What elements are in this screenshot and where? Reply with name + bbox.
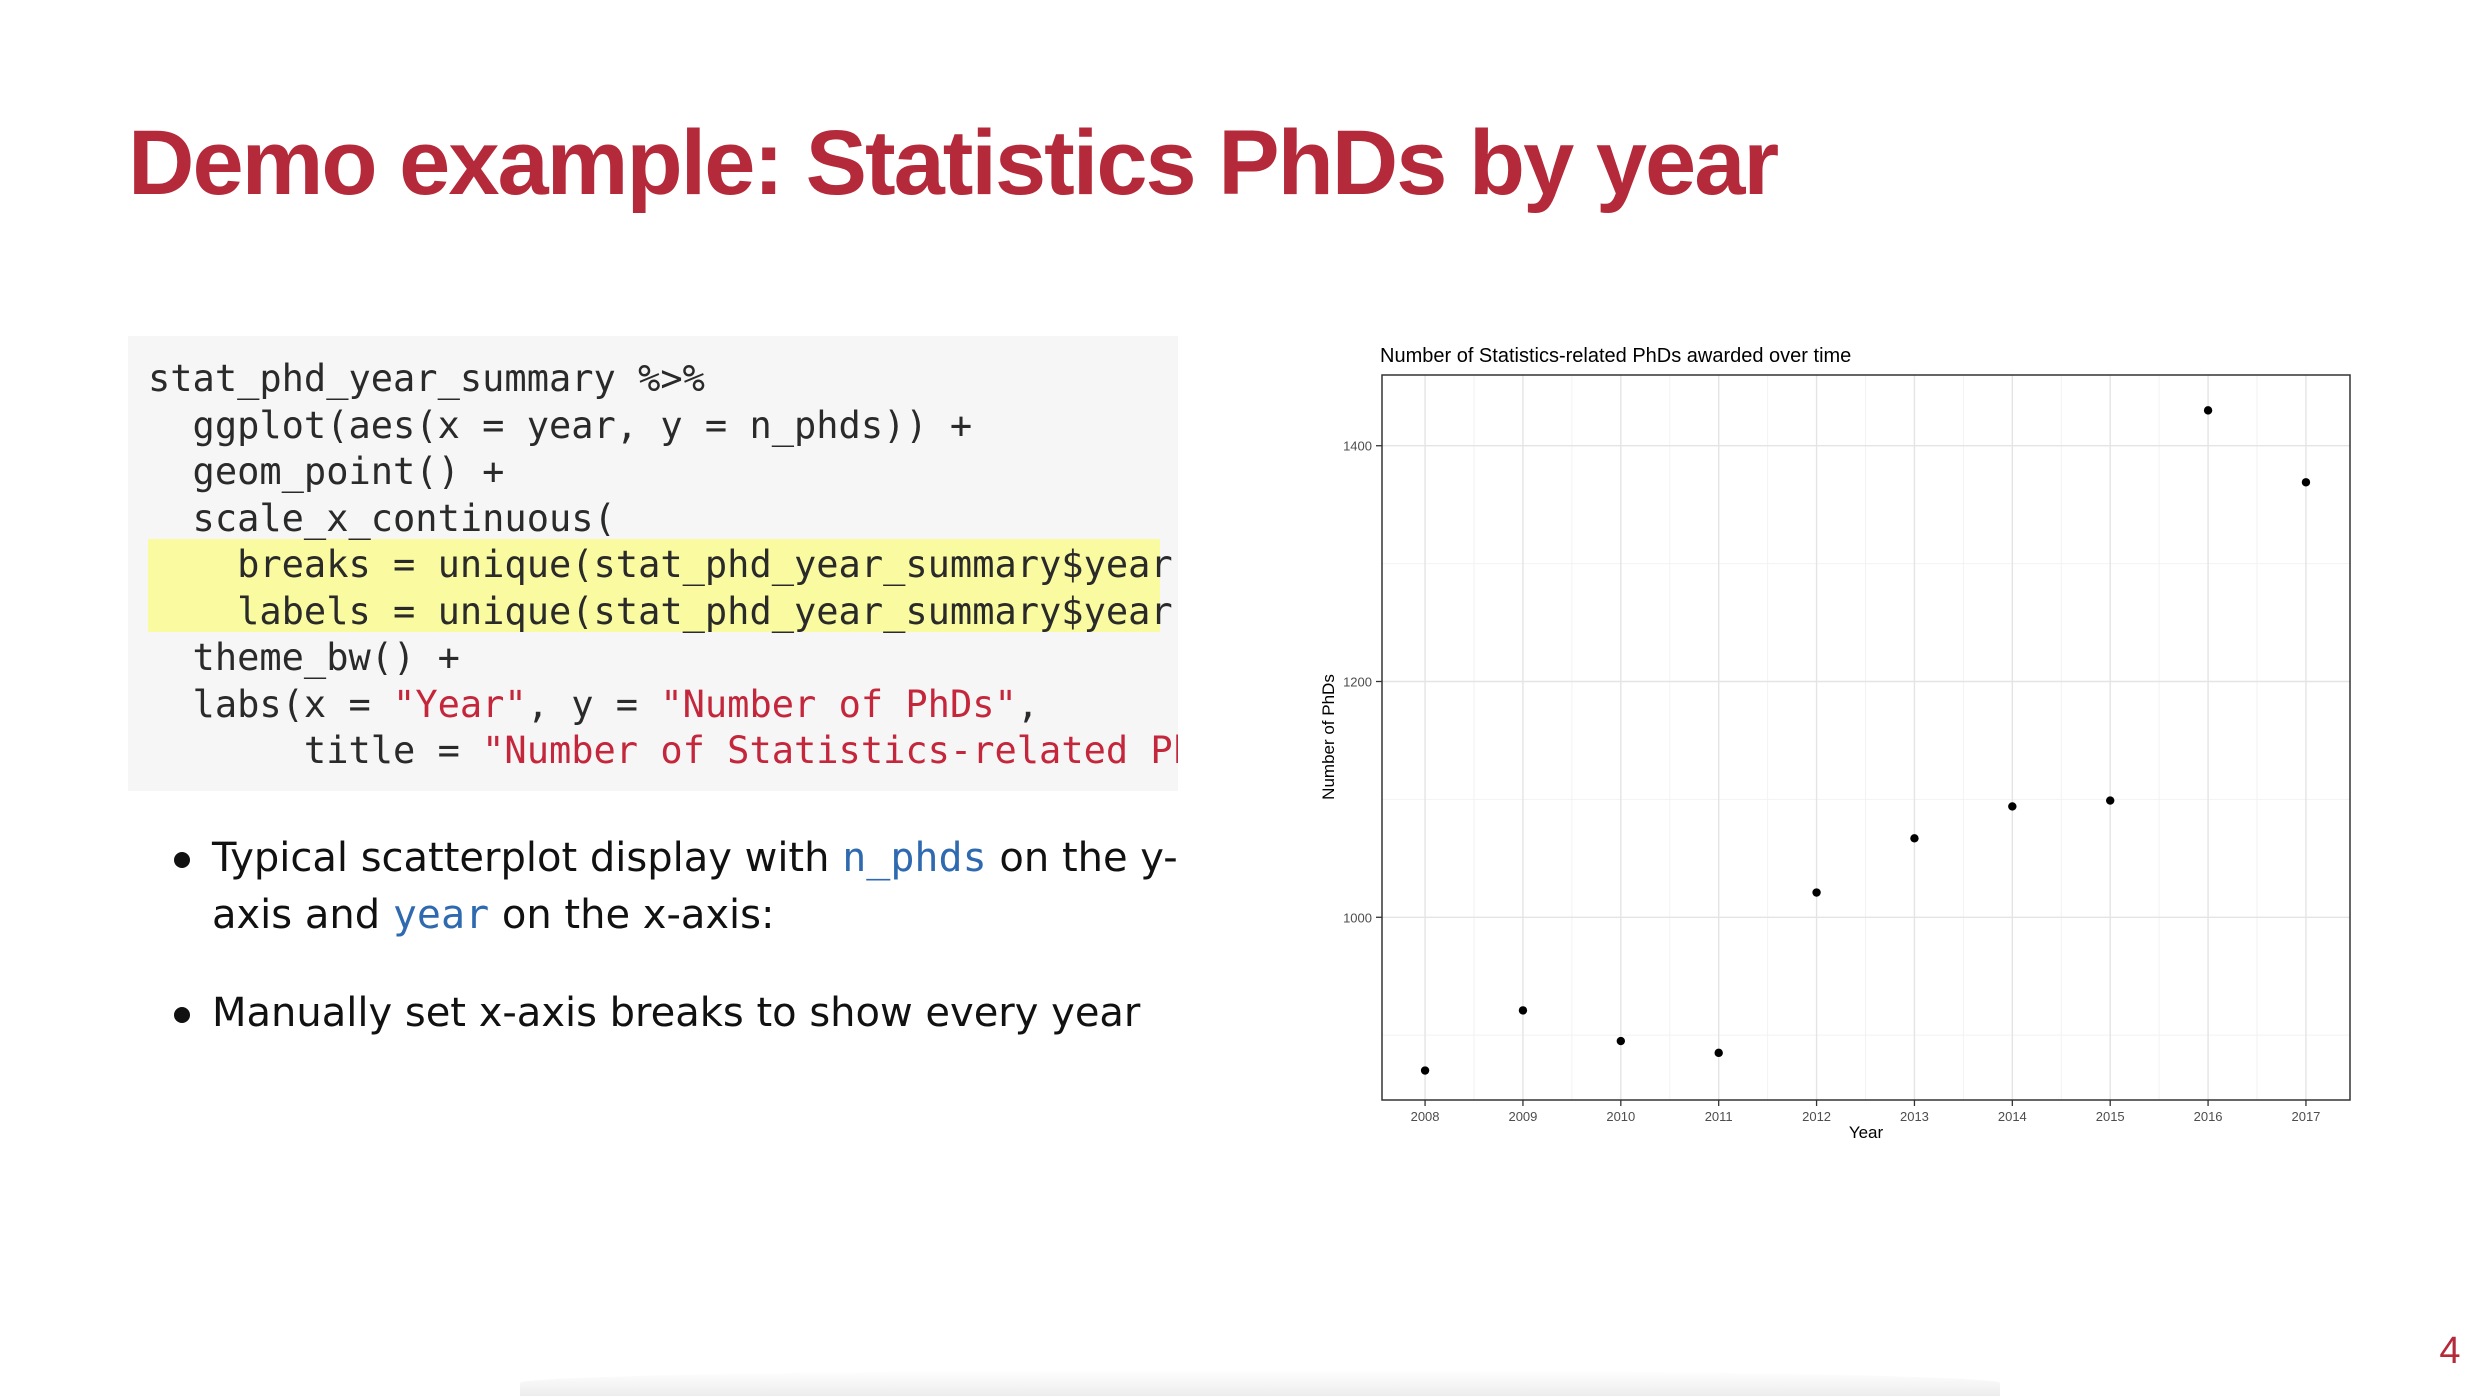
code-line: labs(x = "Year", y = "Number of PhDs",	[148, 682, 1040, 728]
x-axis-label: Year	[1849, 1123, 1884, 1142]
y-axis-label: Number of PhDs	[1319, 674, 1338, 800]
data-point	[1714, 1048, 1723, 1058]
inline-code: n_phds	[842, 835, 987, 881]
code-line: title = "Number of Statistics-related Ph…	[148, 728, 1178, 774]
x-tick-label: 2008	[1411, 1109, 1440, 1124]
code-line: breaks = unique(stat_phd_year_summary$ye…	[148, 543, 1178, 586]
code-text: , y =	[526, 683, 661, 726]
point-layer	[1420, 406, 2311, 1075]
code-line: scale_x_continuous(	[148, 497, 616, 540]
slide-title: Demo example: Statistics PhDs by year	[128, 112, 1779, 214]
plot-panel-border	[1381, 374, 2351, 1101]
data-point	[2301, 478, 2311, 487]
x-tick-label: 2013	[1900, 1109, 1929, 1124]
data-point	[2008, 802, 2017, 811]
code-block: stat_phd_year_summary %>% ggplot(aes(x =…	[128, 336, 1178, 791]
inline-code: year	[392, 892, 490, 938]
code-line: stat_phd_year_summary %>%	[148, 357, 705, 400]
code-highlight	[148, 539, 1160, 632]
scatter-chart: 1000 1200 1400 2008 2009 2010 2011 2012 2013 2014…	[1300, 335, 2380, 1155]
chart-svg: 1000 1200 1400 2008 2009 2010 2011 2012 2013 2014…	[1319, 345, 2351, 1142]
code-text: labs(x =	[148, 683, 394, 726]
page-number: 4	[2439, 1330, 2461, 1372]
bullet-item: Typical scatterplot display with n_phds …	[168, 830, 1178, 944]
code-text: ,	[1016, 683, 1040, 726]
x-tick-label: 2017	[2291, 1109, 2320, 1124]
bullet-text: Manually set x-axis breaks to show every…	[212, 990, 1141, 1036]
data-point	[2203, 406, 2213, 415]
data-point	[1518, 1006, 1528, 1015]
bullet-icon	[174, 852, 190, 868]
x-tick-label: 2014	[1998, 1109, 2027, 1124]
code-line: labels = unique(stat_phd_year_summary$ye…	[148, 590, 1178, 633]
code-string: "Number of PhDs"	[660, 683, 1017, 726]
data-point	[1812, 888, 1821, 897]
bullet-list: Typical scatterplot display with n_phds …	[168, 830, 1178, 1083]
chart-title: Number of Statistics-related PhDs awarde…	[1380, 345, 1851, 367]
bullet-text: on the y-axis and	[212, 835, 1178, 938]
y-tick-label: 1200	[1343, 675, 1372, 690]
data-point	[1420, 1066, 1430, 1075]
code-line: theme_bw() +	[148, 636, 460, 679]
code-text: title =	[148, 729, 483, 772]
bullet-text: on the x-axis:	[489, 892, 775, 938]
bullet-icon	[174, 1007, 190, 1023]
x-tick-label: 2015	[2096, 1109, 2125, 1124]
x-tick-label: 2016	[2194, 1109, 2223, 1124]
data-point	[2106, 796, 2115, 805]
x-tick-label: 2011	[1705, 1109, 1733, 1124]
y-tick-label: 1400	[1343, 439, 1372, 454]
x-tick-label: 2010	[1606, 1109, 1635, 1124]
bullet-item: Manually set x-axis breaks to show every…	[168, 985, 1178, 1042]
x-tick-label: 2012	[1802, 1109, 1831, 1124]
tick-layer: 1000 1200 1400 2008 2009 2010 2011 2012 2013 2014…	[1343, 439, 2320, 1124]
data-point	[1616, 1036, 1626, 1046]
code-line: ggplot(aes(x = year, y = n_phds)) +	[148, 404, 973, 447]
code-string: "Year"	[393, 683, 527, 726]
data-point	[1910, 834, 1919, 843]
bullet-text: Typical scatterplot display with	[212, 835, 843, 881]
grid-layer	[1382, 375, 2350, 1100]
code-string: "Number of Statistics-related PhDs award…	[482, 729, 1178, 772]
bottom-shadow	[520, 1370, 2000, 1396]
y-tick-label: 1000	[1343, 910, 1372, 925]
x-tick-label: 2009	[1508, 1109, 1537, 1124]
code-line: geom_point() +	[148, 450, 505, 493]
